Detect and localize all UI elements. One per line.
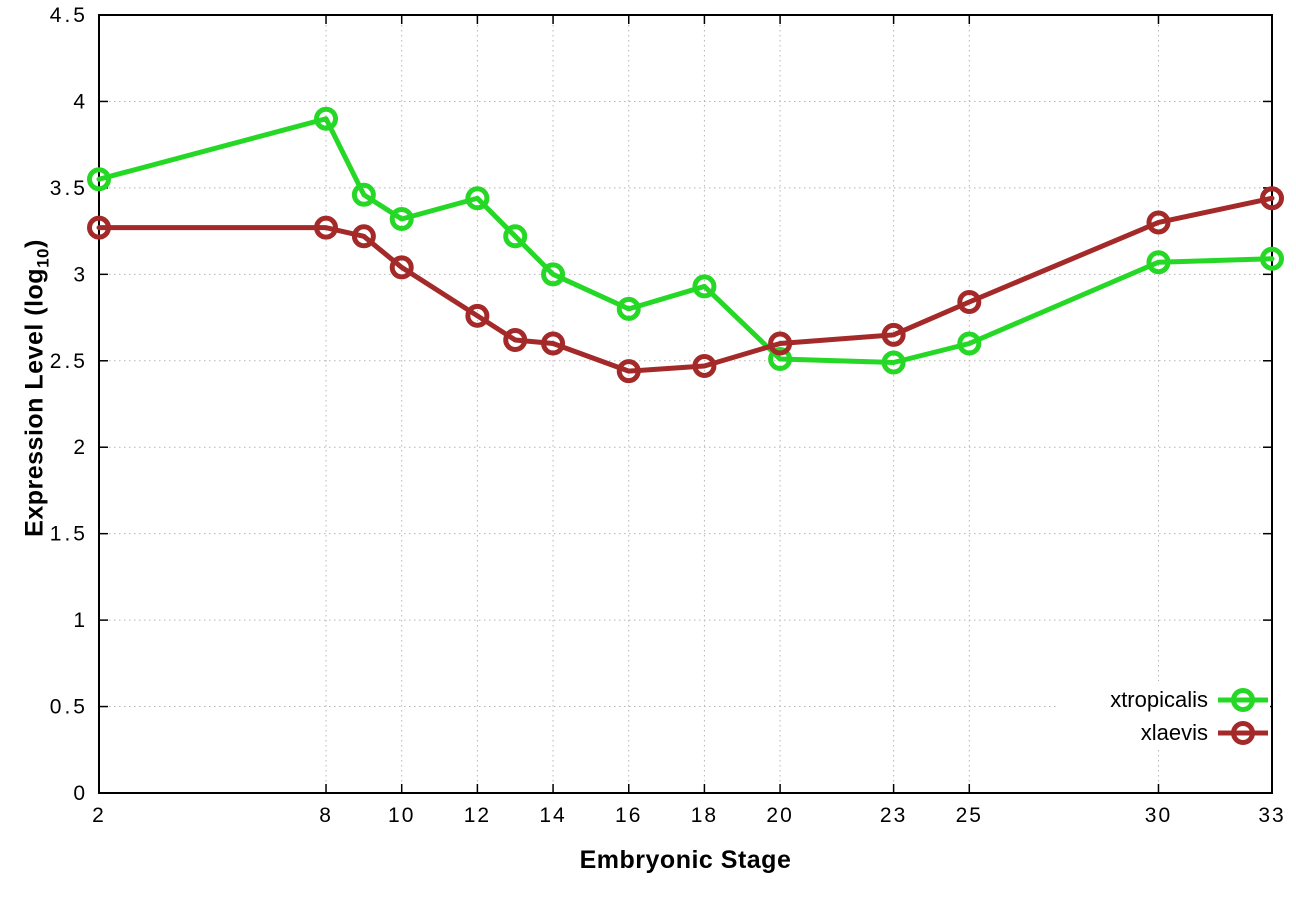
data-point-xtropicalis	[389, 207, 414, 232]
legend-label-xlaevis: xlaevis	[1141, 720, 1208, 745]
data-point-xlaevis	[616, 359, 641, 384]
data-point-xtropicalis	[692, 274, 717, 299]
y-tick-label: 3.5	[50, 177, 88, 200]
y-tick-label: 4.5	[50, 4, 88, 27]
y-axis-title-close: )	[20, 239, 49, 248]
data-point-xlaevis	[465, 303, 490, 328]
data-point-xlaevis	[881, 322, 906, 347]
x-tick-label: 8	[319, 804, 333, 827]
data-point-xlaevis	[87, 215, 111, 240]
data-point-xtropicalis	[768, 347, 793, 372]
x-tick-label: 20	[766, 804, 793, 827]
data-point-xlaevis	[1146, 210, 1171, 235]
y-tick-label: 4	[73, 90, 88, 113]
data-point-xtropicalis	[465, 186, 490, 211]
y-tick-label: 2	[73, 436, 88, 459]
data-point-xtropicalis	[616, 296, 641, 321]
x-tick-label: 33	[1258, 804, 1285, 827]
y-tick-label: 0.5	[50, 696, 88, 719]
data-point-xtropicalis	[503, 224, 528, 249]
y-axis-title-subscript: 10	[33, 247, 53, 268]
data-point-xtropicalis	[957, 331, 982, 356]
legend-marker-xtropicalis	[1231, 688, 1255, 712]
plot-border	[98, 14, 1273, 794]
data-point-xtropicalis	[541, 262, 566, 287]
data-point-xlaevis	[351, 224, 376, 249]
data-point-xlaevis	[1260, 186, 1284, 211]
x-tick-label: 16	[615, 804, 642, 827]
data-point-xlaevis	[541, 331, 566, 356]
data-point-xtropicalis	[881, 350, 906, 375]
legend-marker-xlaevis	[1231, 721, 1255, 745]
x-tick-label: 12	[464, 804, 491, 827]
x-tick-label: 23	[880, 804, 907, 827]
series-line-xtropicalis	[96, 116, 1275, 366]
y-tick-label: 2.5	[50, 350, 88, 373]
y-tick-label: 3	[73, 263, 88, 286]
x-tick-label: 14	[539, 804, 566, 827]
data-point-xtropicalis	[351, 182, 376, 207]
x-tick-label: 10	[388, 804, 415, 827]
y-tick-label: 1.5	[50, 523, 88, 546]
x-axis-title: Embryonic Stage	[579, 846, 792, 874]
series-line-xlaevis	[96, 195, 1275, 374]
x-tick-label: 30	[1145, 804, 1172, 827]
x-tick-label: 2	[92, 804, 106, 827]
data-point-xlaevis	[389, 255, 414, 280]
legend-label-xtropicalis: xtropicalis	[1110, 687, 1208, 712]
x-tick-label: 25	[956, 804, 983, 827]
y-tick-label: 1	[73, 609, 88, 632]
data-point-xtropicalis	[87, 167, 111, 192]
data-point-xlaevis	[957, 289, 982, 314]
data-point-xtropicalis	[314, 106, 339, 131]
data-point-xlaevis	[314, 215, 339, 240]
y-axis-title-text: Expression Level (log	[20, 267, 49, 537]
y-tick-label: 0	[73, 782, 88, 805]
data-point-xlaevis	[503, 328, 528, 353]
data-point-xlaevis	[768, 331, 793, 356]
x-tick-label: 18	[691, 804, 718, 827]
data-point-xlaevis	[692, 353, 717, 378]
data-point-xtropicalis	[1146, 250, 1171, 275]
data-point-xtropicalis	[1260, 246, 1284, 271]
y-axis-title: Expression Level (log10)	[21, 239, 54, 537]
